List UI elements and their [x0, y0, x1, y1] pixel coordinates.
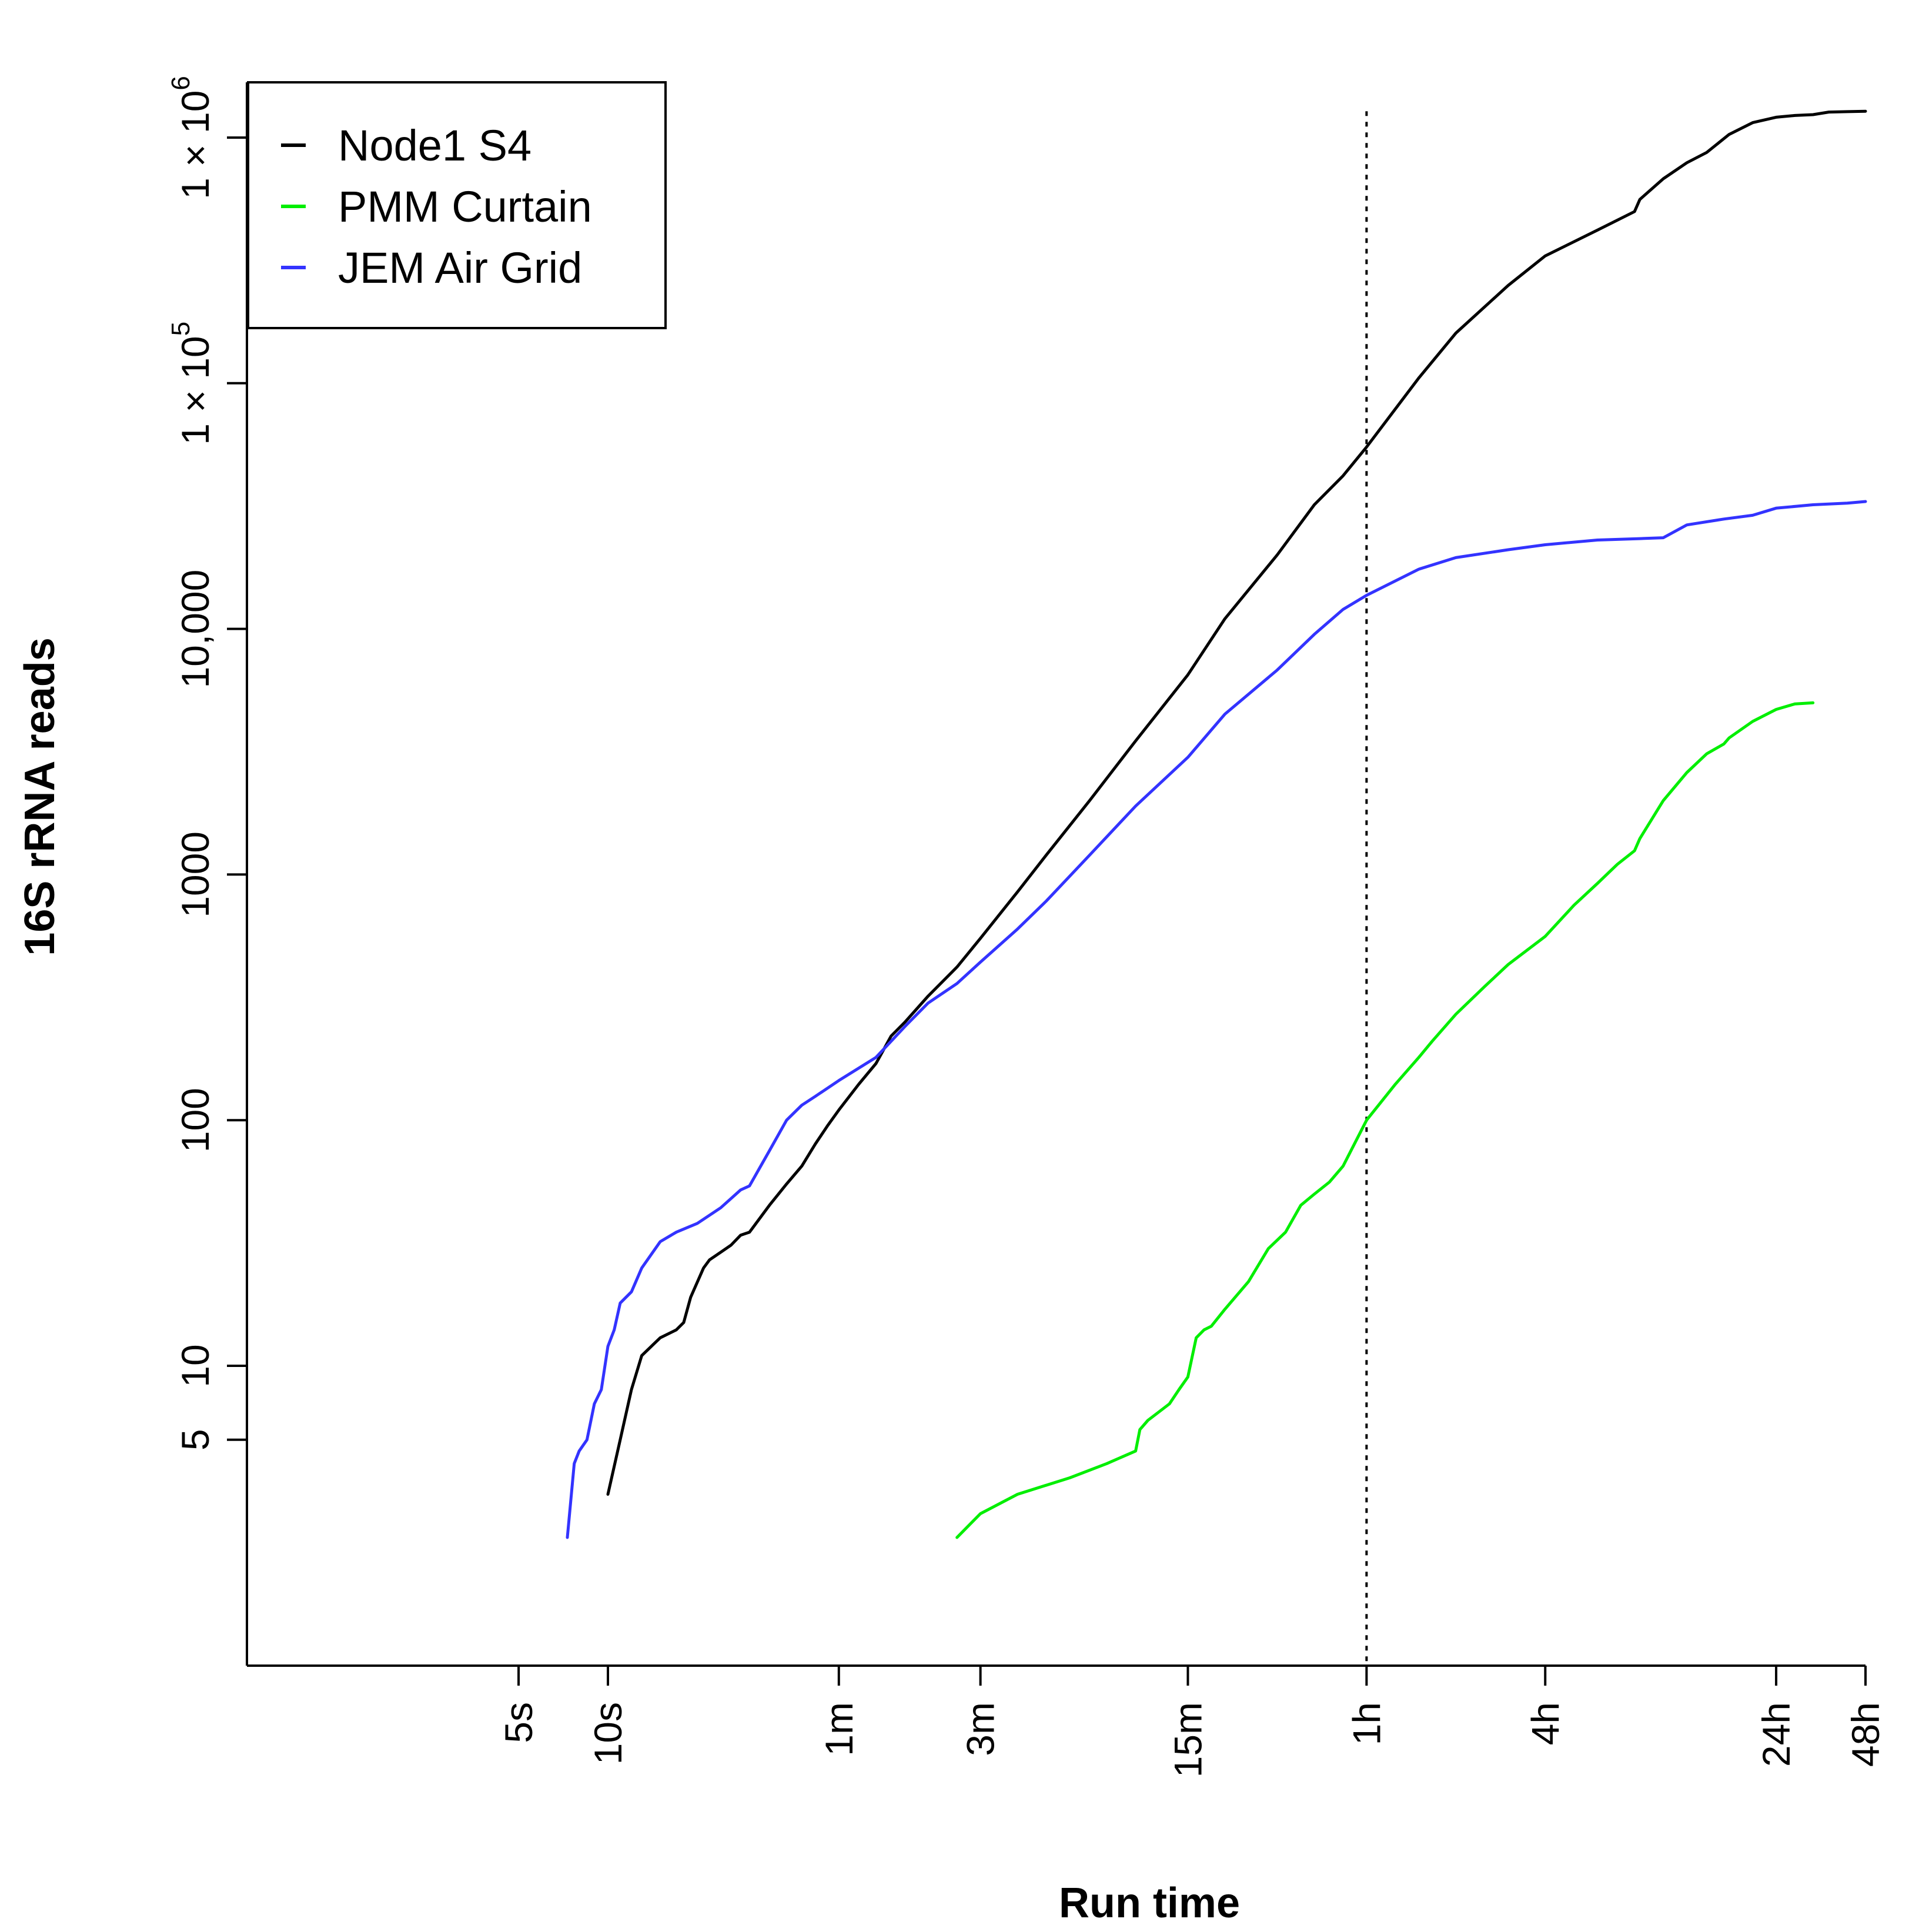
y-axis-title: 16S rRNA reads [16, 637, 63, 956]
y-tick-label: 1 × 105 [166, 322, 217, 445]
legend-label-jem: JEM Air Grid [338, 243, 582, 292]
x-tick-label: 5s [497, 1702, 540, 1743]
y-tick-label: 10 [173, 1344, 217, 1387]
x-tick-label: 1m [817, 1702, 861, 1756]
series-line-node1-s4 [606, 109, 1867, 1496]
x-tick-label: 15m [1166, 1702, 1210, 1777]
x-tick-label: 1h [1345, 1702, 1388, 1745]
x-tick-label: 24h [1754, 1702, 1798, 1767]
x-axis-title: Run time [1059, 1880, 1240, 1927]
legend-label-pmm: PMM Curtain [338, 182, 592, 231]
y-tick-exponent: 5 [166, 322, 195, 336]
y-tick-exponent: 6 [166, 76, 195, 90]
y-axis-ticks: 5 10 100 1000 10,000 1 × 105 1 × 106 [166, 76, 247, 1450]
y-tick-label: 10,000 [173, 570, 217, 688]
x-tick-label: 3m [959, 1702, 1002, 1756]
x-tick-label: 10s [586, 1702, 630, 1764]
series-line-jem-air-grid [566, 500, 1867, 1539]
series-layer [566, 109, 1867, 1539]
x-tick-label: 48h [1844, 1702, 1887, 1767]
y-tick-label: 100 [173, 1088, 217, 1152]
y-tick-label: 5 [173, 1429, 217, 1450]
legend-label-node1: Node1 S4 [338, 121, 531, 170]
x-tick-label: 4h [1523, 1702, 1567, 1745]
series-line-pmm-curtain [955, 701, 1815, 1539]
legend-box [247, 81, 667, 329]
y-tick-label: 1 × 106 [166, 76, 217, 199]
legend: Node1 S4 PMM Curtain JEM Air Grid [247, 81, 667, 329]
x-axis-ticks: 5s 10s 1m 3m 15m 1h 4h 24h 48h [497, 1666, 1887, 1777]
y-tick-label: 1000 [173, 831, 217, 918]
